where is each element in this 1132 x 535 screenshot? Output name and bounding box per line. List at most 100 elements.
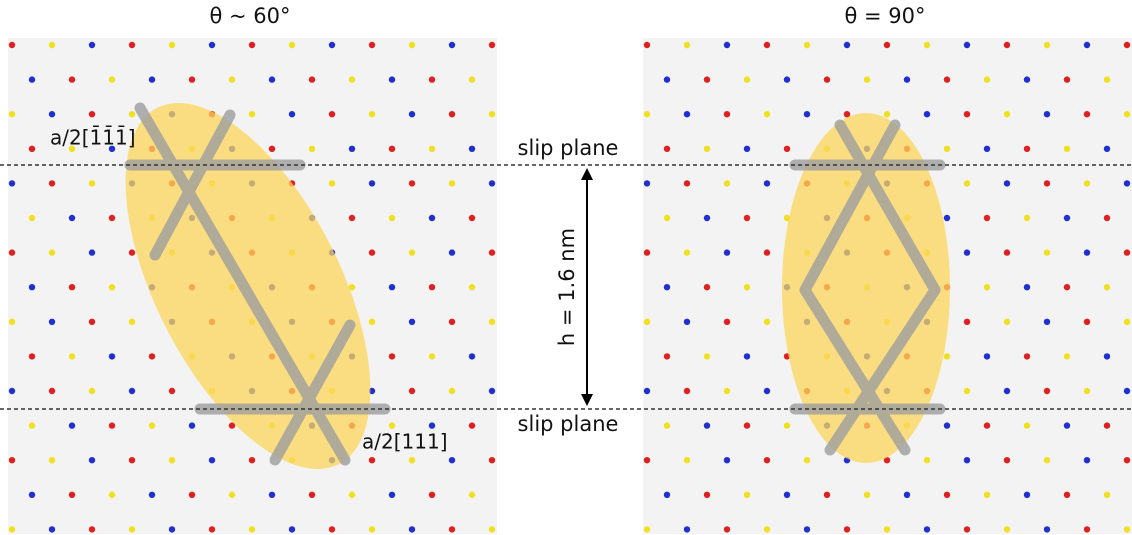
atom (109, 353, 115, 359)
atom (744, 422, 750, 428)
atom (764, 526, 770, 532)
atom (644, 526, 650, 532)
atom (1004, 457, 1010, 463)
atom (309, 492, 315, 498)
atom (1004, 111, 1010, 117)
atom (449, 526, 455, 532)
atom (349, 492, 355, 498)
atom (9, 42, 15, 48)
atom (1124, 526, 1130, 532)
atom (984, 353, 990, 359)
atom (269, 492, 275, 498)
atom (349, 215, 355, 221)
atom (469, 284, 475, 290)
atom (964, 457, 970, 463)
atom (784, 492, 790, 498)
atom (349, 146, 355, 152)
atom (169, 388, 175, 394)
atom (89, 111, 95, 117)
atom (1084, 42, 1090, 48)
atom (109, 492, 115, 498)
atom (984, 146, 990, 152)
atom (684, 249, 690, 255)
atom (924, 457, 930, 463)
panel-title: θ ~ 60° (209, 4, 290, 28)
atom (469, 215, 475, 221)
atom (249, 457, 255, 463)
atom (429, 76, 435, 82)
atom (409, 457, 415, 463)
atom (684, 42, 690, 48)
atom (724, 457, 730, 463)
atom (129, 42, 135, 48)
atom (89, 526, 95, 532)
atom (964, 319, 970, 325)
atom (644, 388, 650, 394)
atom (129, 249, 135, 255)
atom (884, 111, 890, 117)
atom (1124, 111, 1130, 117)
atom (409, 388, 415, 394)
atom (1044, 388, 1050, 394)
atom (864, 76, 870, 82)
atom (1004, 526, 1010, 532)
atom (964, 111, 970, 117)
atom (844, 526, 850, 532)
atom (884, 526, 890, 532)
atom (1104, 422, 1110, 428)
atom (449, 319, 455, 325)
atom (29, 492, 35, 498)
atom (189, 492, 195, 498)
atom (49, 319, 55, 325)
atom (249, 111, 255, 117)
atom (984, 284, 990, 290)
atom (29, 76, 35, 82)
atom (684, 319, 690, 325)
atom (1124, 319, 1130, 325)
atom (289, 526, 295, 532)
atom (664, 284, 670, 290)
atom (369, 319, 375, 325)
atom (904, 492, 910, 498)
atom (724, 111, 730, 117)
atom (1084, 526, 1090, 532)
atom (644, 319, 650, 325)
atom (409, 319, 415, 325)
atom (389, 284, 395, 290)
atom (1064, 492, 1070, 498)
atom (824, 492, 830, 498)
figure: θ ~ 60° θ = 90° a/2[1̄1̄1̄] a/2[111] sli… (0, 0, 1132, 535)
atom (1044, 526, 1050, 532)
atom (1104, 146, 1110, 152)
atom (1104, 215, 1110, 221)
atom (644, 457, 650, 463)
atom (1024, 284, 1030, 290)
atom (429, 284, 435, 290)
atom (149, 76, 155, 82)
atom (724, 249, 730, 255)
atom (409, 42, 415, 48)
atom (984, 215, 990, 221)
atom (1064, 146, 1070, 152)
atom (329, 42, 335, 48)
atom (309, 76, 315, 82)
atom (429, 215, 435, 221)
atom (1004, 249, 1010, 255)
atom (1084, 319, 1090, 325)
atom (684, 388, 690, 394)
atom (349, 76, 355, 82)
atom (1004, 319, 1010, 325)
slip-plane-label: slip plane (518, 136, 619, 160)
atom (329, 180, 335, 186)
atom (409, 180, 415, 186)
atom (249, 526, 255, 532)
atom (804, 526, 810, 532)
atom (369, 42, 375, 48)
atom (369, 180, 375, 186)
atom (389, 492, 395, 498)
atom (329, 526, 335, 532)
atom (644, 249, 650, 255)
atom (744, 215, 750, 221)
atom (129, 526, 135, 532)
atom (129, 111, 135, 117)
